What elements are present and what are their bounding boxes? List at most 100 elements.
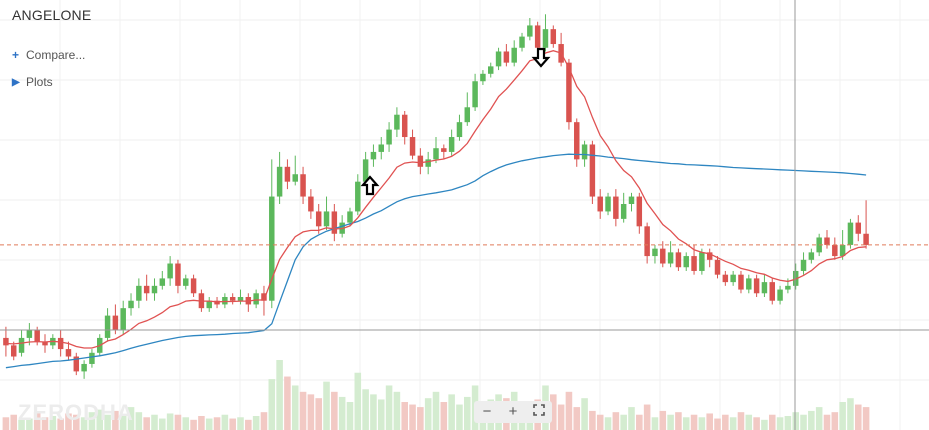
candle-body xyxy=(566,62,572,123)
volume-bar xyxy=(166,413,174,430)
volume-bar xyxy=(745,414,753,430)
volume-bar xyxy=(847,398,854,430)
candle-body xyxy=(534,25,541,48)
volume-bar xyxy=(49,416,57,430)
candle-body xyxy=(112,315,119,331)
zoom-out-button[interactable]: − xyxy=(482,403,492,420)
volume-bar xyxy=(808,410,815,430)
plots-button[interactable]: ▶ Plots xyxy=(12,75,53,89)
volume-bar xyxy=(800,414,807,430)
candle-body xyxy=(18,337,25,353)
volume-bar xyxy=(448,394,455,430)
volume-bar xyxy=(651,417,659,430)
signal-markers xyxy=(360,47,551,196)
volume-bar xyxy=(331,391,338,430)
candle-body xyxy=(229,297,236,301)
candle-body xyxy=(34,330,40,342)
volume-bar xyxy=(307,394,315,430)
volume-bar xyxy=(10,414,18,430)
volume-bar xyxy=(135,412,143,430)
fullscreen-icon xyxy=(533,404,545,416)
candles xyxy=(3,14,869,379)
candle-body xyxy=(683,256,689,268)
candle-body xyxy=(323,211,330,227)
candle-body xyxy=(292,174,298,182)
ema-long-line xyxy=(5,153,867,369)
candle-body xyxy=(308,196,314,212)
volume-bar xyxy=(690,414,698,430)
candle-body xyxy=(620,204,627,219)
candle-body xyxy=(89,352,95,364)
candle-body xyxy=(660,248,666,264)
volume-bar xyxy=(205,418,213,430)
candle-body xyxy=(691,256,697,271)
candle-body xyxy=(550,29,557,45)
candle-body xyxy=(143,285,150,294)
volume-bar xyxy=(714,418,721,430)
volume-bar xyxy=(213,417,221,430)
zoom-controls: − + xyxy=(474,401,552,423)
candle-body xyxy=(362,159,369,182)
candle-body xyxy=(441,148,447,152)
candle-body xyxy=(738,274,744,290)
volume-bar xyxy=(65,413,72,430)
volume-bar xyxy=(573,407,581,430)
candle-body xyxy=(433,148,439,160)
buy-arrow-icon xyxy=(360,175,380,196)
zoom-in-button[interactable]: + xyxy=(508,403,518,420)
candle-body xyxy=(746,278,752,290)
volume-bar xyxy=(174,414,182,430)
volume-bar xyxy=(636,414,643,430)
volume-bar xyxy=(104,414,111,430)
volume-bar xyxy=(550,394,557,430)
plots-label: Plots xyxy=(26,75,53,89)
candle-body xyxy=(777,289,783,301)
volume-bar xyxy=(323,381,330,430)
volume-bar xyxy=(57,418,64,430)
candle-body xyxy=(136,285,142,301)
candle-body xyxy=(73,356,80,372)
candle-body xyxy=(57,337,64,350)
candle-body xyxy=(761,282,768,294)
volume-bar xyxy=(315,398,322,430)
volume-bar xyxy=(839,402,846,430)
candle-body xyxy=(401,114,408,138)
candle-body xyxy=(581,144,588,160)
candle-body xyxy=(128,300,134,309)
volume-bar xyxy=(159,418,166,430)
compare-button[interactable]: + Compare... xyxy=(12,48,85,62)
volume-bar xyxy=(581,398,588,430)
compare-label: Compare... xyxy=(26,48,86,62)
volume-bar xyxy=(112,410,119,430)
candle-body xyxy=(417,155,424,167)
candle-body xyxy=(824,237,830,245)
candle-body xyxy=(159,278,166,286)
candle-body xyxy=(10,345,17,357)
candle-body xyxy=(386,129,392,145)
volume-bar xyxy=(182,417,190,430)
volume-bar xyxy=(737,412,745,430)
candle-body xyxy=(753,278,760,294)
fullscreen-button[interactable] xyxy=(529,401,549,423)
candle-body xyxy=(699,252,705,271)
volume-bar xyxy=(80,417,88,430)
volume-bar xyxy=(463,396,471,430)
candle-body xyxy=(370,151,377,160)
volume-bar xyxy=(377,399,385,430)
candle-body xyxy=(26,330,33,338)
volume-bar xyxy=(299,391,307,430)
volume-bar xyxy=(815,407,823,430)
candle-body xyxy=(409,137,416,156)
candle-body xyxy=(832,244,838,257)
volume-bar xyxy=(440,402,448,430)
volume-bar xyxy=(424,398,432,430)
candle-body xyxy=(394,114,400,130)
candle-body xyxy=(542,29,549,48)
volume-bar xyxy=(26,418,33,430)
volume-bar xyxy=(417,407,424,430)
volume-bar xyxy=(354,372,362,430)
candle-body xyxy=(3,337,9,346)
volume-bar xyxy=(620,414,627,430)
